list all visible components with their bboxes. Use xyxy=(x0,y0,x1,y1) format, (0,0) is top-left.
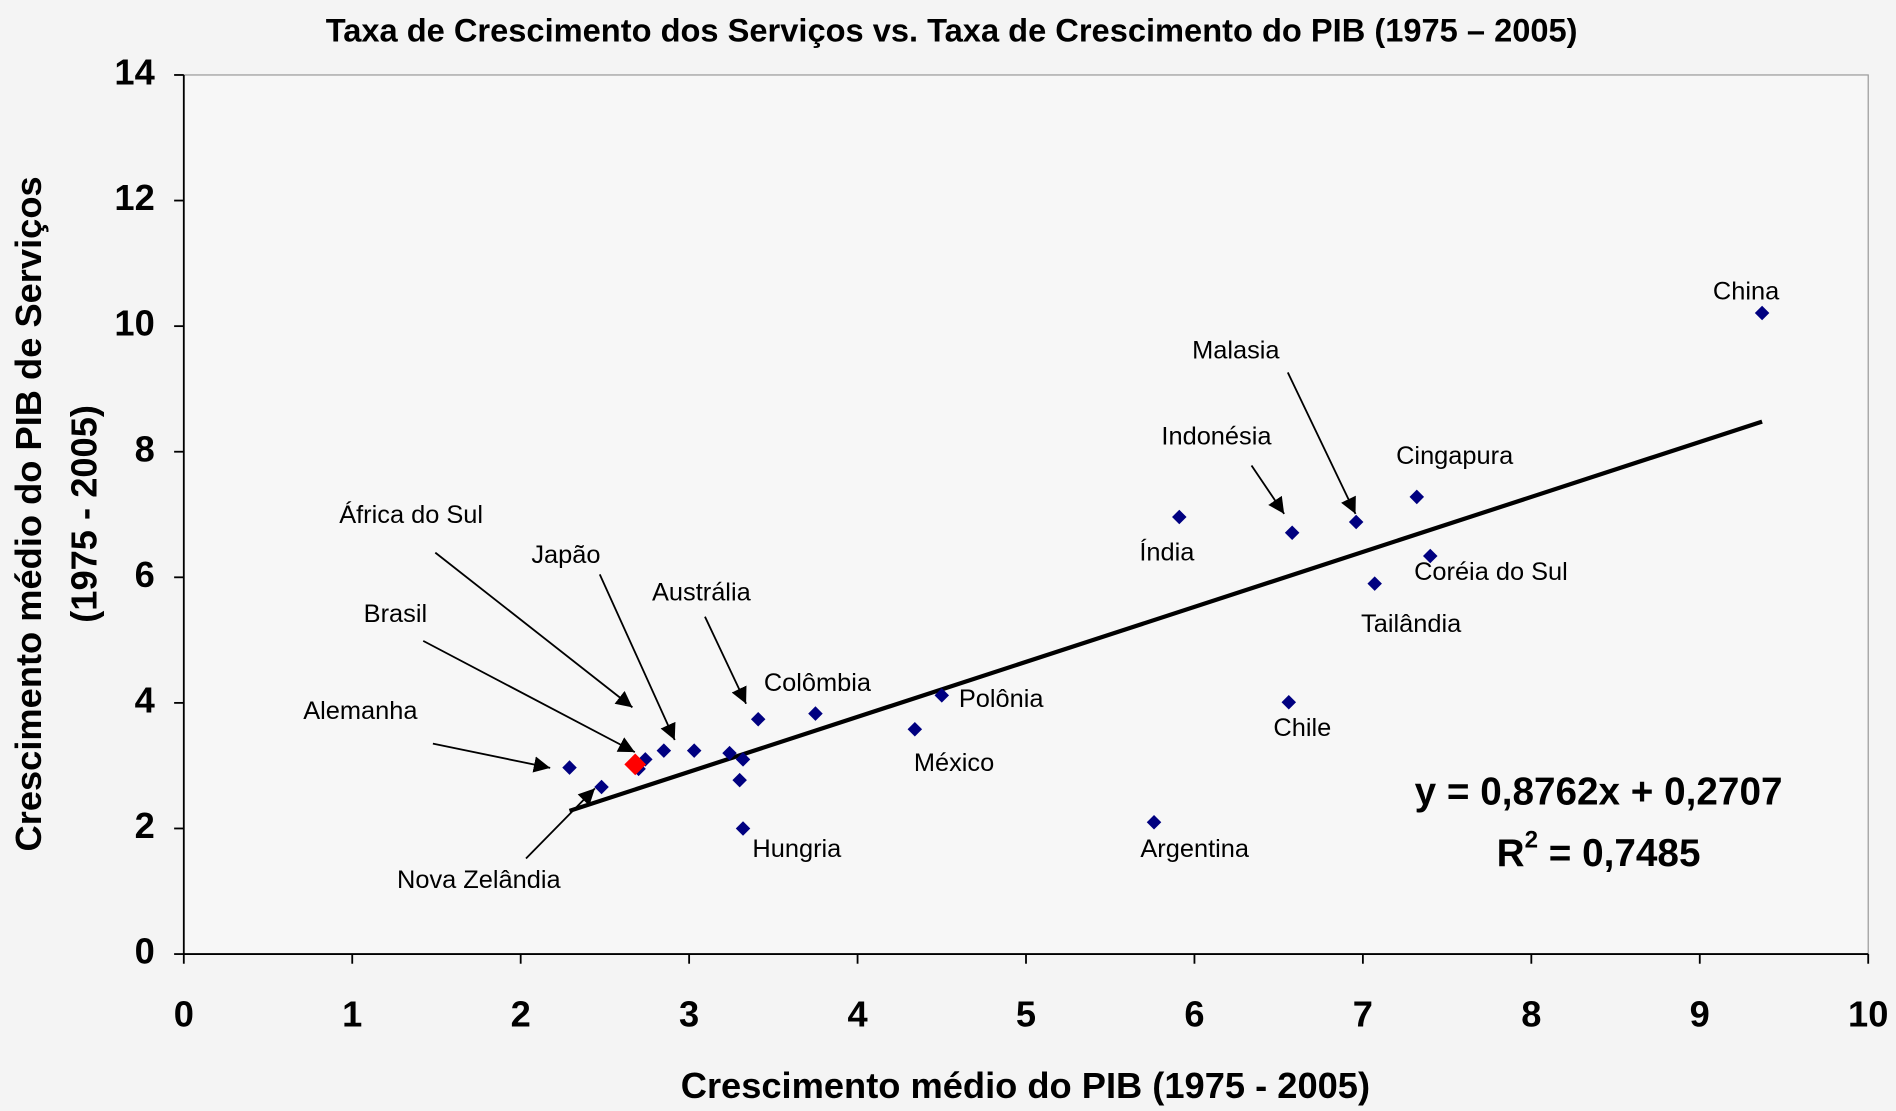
r-squared: R2 = 0,7485 xyxy=(1497,827,1701,875)
point-label: Índia xyxy=(1139,538,1195,567)
arrow xyxy=(422,640,636,753)
trendline xyxy=(568,419,1763,813)
x-tick-label: 7 xyxy=(1353,994,1373,1035)
data-point xyxy=(1146,814,1162,830)
point-label: Colômbia xyxy=(764,669,872,697)
point-label: Coréia do Sul xyxy=(1414,558,1568,586)
arrow xyxy=(1286,372,1357,515)
chart-body: Taxa de Crescimento dos Serviços vs. Tax… xyxy=(8,11,1888,1106)
point-label: Tailândia xyxy=(1361,610,1462,638)
point-label: Japão xyxy=(531,541,600,569)
point-label: México xyxy=(914,749,994,777)
point-label: Brasil xyxy=(364,600,427,628)
data-point xyxy=(594,779,609,795)
data-point xyxy=(1367,576,1382,591)
x-tick-label: 4 xyxy=(847,994,867,1035)
arrow xyxy=(432,742,551,773)
data-point xyxy=(934,688,950,703)
y-tick-label: 14 xyxy=(114,52,154,93)
data-point xyxy=(1754,305,1770,321)
point-label: Hungria xyxy=(752,835,842,863)
y-tick-label: 0 xyxy=(135,931,155,972)
y-tick-label: 8 xyxy=(135,428,155,469)
point-label: Cingapura xyxy=(1396,442,1514,470)
y-axis-label: (1975 - 2005) xyxy=(64,405,105,623)
x-tick-label: 9 xyxy=(1690,994,1710,1035)
data-point xyxy=(907,722,923,737)
point-label: Argentina xyxy=(1140,835,1250,863)
x-tick-label: 8 xyxy=(1521,994,1541,1035)
data-point xyxy=(624,753,647,776)
arrow xyxy=(598,573,676,741)
data-point xyxy=(1281,695,1297,710)
x-tick-label: 5 xyxy=(1016,994,1036,1035)
point-label: Indonésia xyxy=(1161,422,1272,450)
arrow xyxy=(1250,465,1285,515)
point-label: Polônia xyxy=(959,685,1045,713)
arrow xyxy=(434,551,633,709)
y-tick-label: 12 xyxy=(114,177,154,218)
point-label: Malasia xyxy=(1192,337,1280,365)
x-tick-label: 2 xyxy=(511,994,531,1035)
r-squared-sup: 2 xyxy=(1525,827,1538,854)
x-axis-label: Crescimento médio do PIB (1975 - 2005) xyxy=(681,1065,1370,1106)
trend-equation: y = 0,8762x + 0,2707 xyxy=(1415,771,1783,814)
x-tick-label: 1 xyxy=(342,994,362,1035)
point-label: Austrália xyxy=(652,578,752,606)
data-point xyxy=(735,821,751,836)
r-squared-rest: = 0,7485 xyxy=(1538,832,1700,875)
point-label: China xyxy=(1713,277,1780,305)
y-tick-label: 2 xyxy=(135,805,155,846)
data-point xyxy=(1409,489,1425,505)
x-tick-label: 3 xyxy=(679,994,699,1035)
y-tick-label: 4 xyxy=(135,679,155,720)
point-label: África do Sul xyxy=(339,500,483,529)
arrow xyxy=(704,616,747,705)
x-tick-label: 0 xyxy=(174,994,194,1035)
point-label: Nova Zelândia xyxy=(397,866,562,894)
point-label: Alemanha xyxy=(303,697,418,725)
y-tick-label: 10 xyxy=(114,303,154,344)
y-tick-label: 6 xyxy=(135,554,155,595)
x-tick-label: 10 xyxy=(1848,994,1888,1035)
point-label: Chile xyxy=(1273,714,1331,742)
r-squared-base: R xyxy=(1497,832,1525,875)
x-tick-label: 6 xyxy=(1184,994,1204,1035)
data-point xyxy=(722,745,737,761)
chart-title: Taxa de Crescimento dos Serviços vs. Tax… xyxy=(326,11,1578,48)
y-axis-label: Crescimento médio do PIB de Serviços xyxy=(8,176,49,851)
data-point xyxy=(656,743,672,758)
plot-area xyxy=(183,74,1869,955)
data-point xyxy=(750,711,766,727)
arrow xyxy=(525,787,596,860)
